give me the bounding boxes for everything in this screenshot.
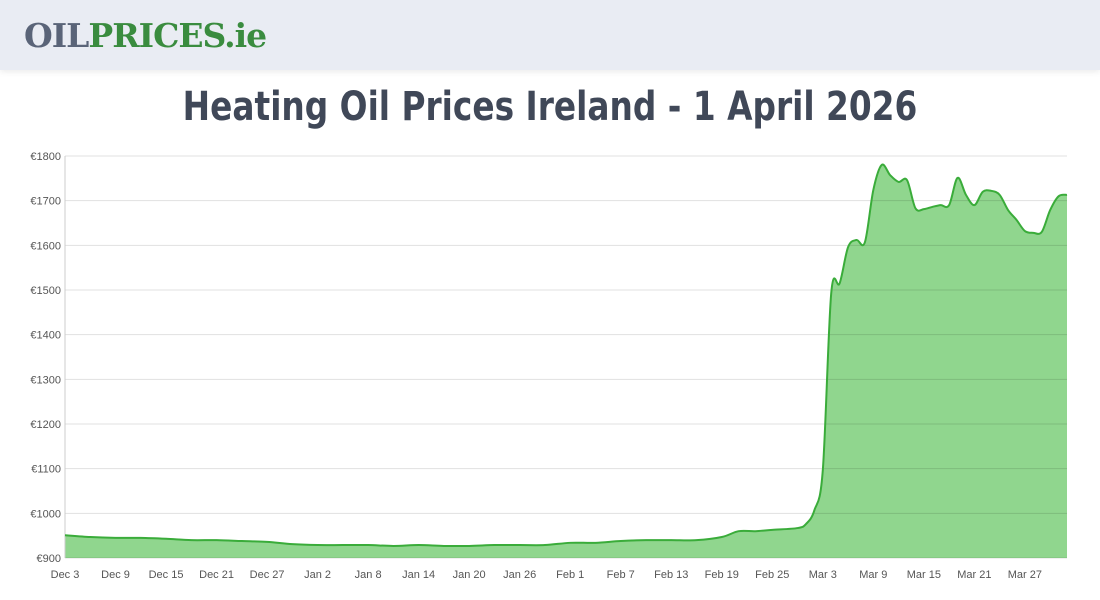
x-tick-label: Dec 15 — [149, 569, 184, 581]
x-tick-label: Mar 15 — [907, 569, 941, 581]
x-tick-label: Jan 26 — [503, 569, 536, 581]
y-tick-label: €1500 — [30, 285, 61, 297]
site-logo[interactable]: OILPRICES.ie — [24, 16, 267, 55]
y-tick-label: €1300 — [30, 374, 61, 386]
page-title: Heating Oil Prices Ireland - 1 April 202… — [182, 84, 918, 130]
x-tick-label: Jan 2 — [304, 569, 331, 581]
x-tick-label: Feb 13 — [654, 569, 688, 581]
y-tick-label: €1100 — [31, 464, 61, 476]
x-tick-label: Dec 9 — [101, 569, 130, 581]
x-tick-label: Dec 3 — [51, 569, 80, 581]
x-tick-label: Jan 14 — [402, 569, 435, 581]
x-tick-label: Jan 8 — [355, 569, 382, 581]
price-line — [64, 163, 1068, 548]
y-tick-label: €1000 — [30, 508, 61, 520]
x-tick-label: Dec 27 — [250, 569, 285, 581]
x-tick-label: Feb 19 — [705, 569, 739, 581]
y-tick-label: €1400 — [30, 330, 61, 342]
site-header: OILPRICES.ie — [0, 0, 1100, 70]
x-tick-label: Mar 3 — [809, 569, 837, 581]
x-tick-label: Mar 27 — [1008, 569, 1042, 581]
x-tick-label: Feb 7 — [607, 569, 635, 581]
y-tick-label: €900 — [37, 553, 61, 565]
y-tick-label: €1800 — [30, 151, 61, 163]
x-tick-label: Feb 25 — [755, 569, 789, 581]
x-tick-label: Dec 21 — [199, 569, 234, 581]
y-tick-label: €1600 — [30, 240, 61, 252]
area-fill — [65, 164, 1067, 559]
y-tick-label: €1200 — [30, 419, 61, 431]
x-tick-label: Feb 1 — [556, 569, 584, 581]
y-tick-label: €1700 — [30, 196, 61, 208]
x-tick-label: Mar 9 — [859, 569, 887, 581]
x-tick-label: Jan 20 — [453, 569, 486, 581]
x-tick-label: Mar 21 — [957, 569, 991, 581]
